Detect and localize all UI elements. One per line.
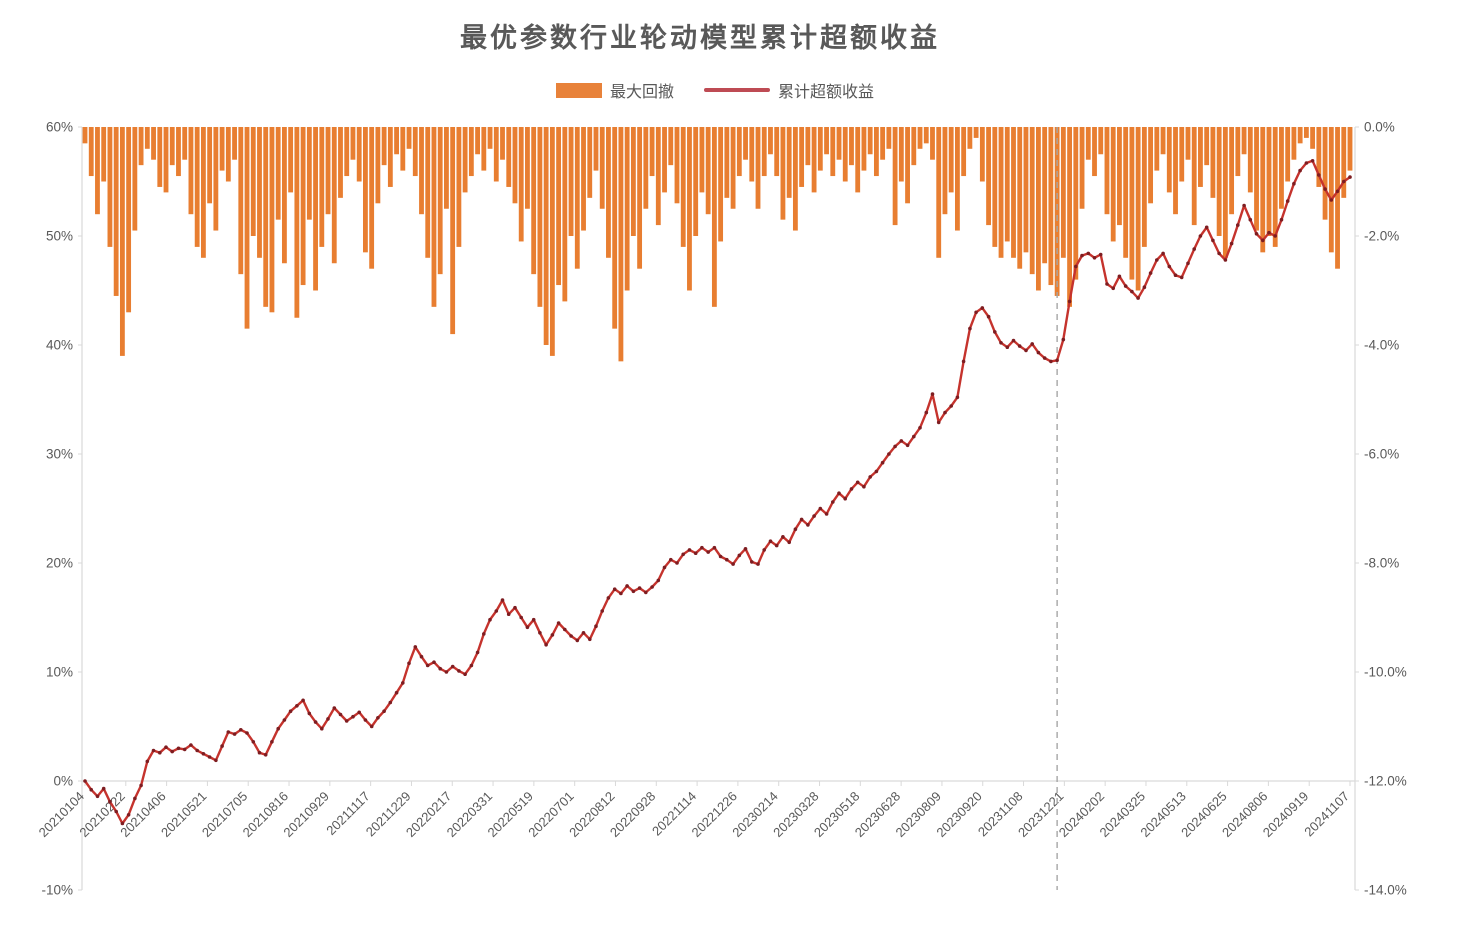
svg-text:-10.0%: -10.0%	[1364, 665, 1407, 680]
svg-text:60%: 60%	[46, 120, 73, 135]
svg-text:-8.0%: -8.0%	[1364, 556, 1399, 571]
svg-text:50%: 50%	[46, 229, 73, 244]
svg-text:0.0%: 0.0%	[1364, 120, 1395, 135]
chart-title: 最优参数行业轮动模型累计超额收益	[460, 23, 940, 53]
left-axis-ticks: 60% 50% 40% 30% 20% 10% 0% -10%	[41, 120, 82, 898]
x-axis-labels: 2021010420210222202104062021052120210705…	[36, 781, 1352, 840]
svg-text:-10%: -10%	[41, 883, 73, 898]
cum-excess-return-line	[84, 159, 1351, 825]
chart-legend: 最大回撤 累计超额收益	[0, 78, 1430, 102]
legend-item-max-drawdown: 最大回撤	[555, 78, 674, 102]
svg-text:-4.0%: -4.0%	[1364, 338, 1399, 353]
bar-swatch-icon	[555, 82, 602, 98]
legend-label: 累计超额收益	[778, 84, 875, 101]
svg-text:-2.0%: -2.0%	[1364, 229, 1399, 244]
max-drawdown-bars	[82, 127, 1353, 362]
line-swatch-icon	[704, 88, 770, 92]
svg-text:-14.0%: -14.0%	[1364, 883, 1407, 898]
right-axis-ticks: 0.0% -2.0% -4.0% -6.0% -8.0% -10.0% -12.0% -14.…	[1355, 120, 1407, 898]
axis-lines	[81, 127, 1356, 890]
line-markers	[83, 159, 1352, 826]
svg-text:-6.0%: -6.0%	[1364, 447, 1399, 462]
svg-text:0%: 0%	[53, 774, 73, 789]
svg-text:20%: 20%	[46, 556, 73, 571]
legend-item-cum-excess-return: 累计超额收益	[704, 78, 874, 102]
svg-text:-12.0%: -12.0%	[1364, 774, 1407, 789]
svg-text:10%: 10%	[46, 665, 73, 680]
legend-label: 最大回撤	[609, 84, 674, 101]
svg-text:20241107: 20241107	[1301, 789, 1352, 840]
svg-text:40%: 40%	[46, 338, 73, 353]
svg-text:30%: 30%	[46, 447, 73, 462]
